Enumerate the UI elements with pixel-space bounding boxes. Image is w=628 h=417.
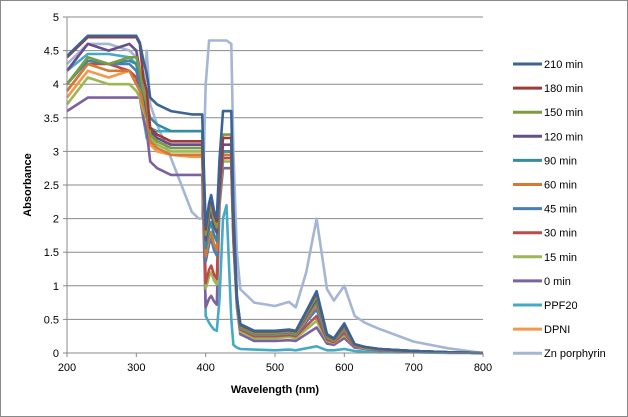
legend-label: 150 min <box>544 107 583 119</box>
y-tick-label: 5 <box>53 12 59 24</box>
gridlines <box>67 16 483 320</box>
x-tick-label: 300 <box>127 362 145 374</box>
y-tick-label: 1.5 <box>44 247 59 259</box>
y-tick-label: 0.5 <box>44 314 59 326</box>
series-line-30-min <box>65 62 484 355</box>
y-tick-label: 0 <box>53 348 59 360</box>
x-tick-label: 700 <box>404 362 422 374</box>
series-line-dpni <box>65 69 484 355</box>
legend-label: 210 min <box>544 59 583 71</box>
axes: 0 0.5 1 1.5 2 2.5 3 3.5 4 4.5 5 200 300 400 500 600 700 8… <box>44 12 492 374</box>
series-line-60-min <box>65 62 484 355</box>
series-line-150-min <box>65 55 484 355</box>
y-tick-label: 2.5 <box>44 180 59 192</box>
y-axis-title: Absorbance <box>22 153 34 217</box>
legend-label: 180 min <box>544 83 583 95</box>
y-tick-label: 4 <box>53 79 59 91</box>
legend-label: DPNI <box>544 324 570 336</box>
legend-label: 15 min <box>544 252 577 264</box>
x-tick-label: 500 <box>266 362 284 374</box>
series-line-210-min <box>66 34 484 355</box>
legend-label: 0 min <box>544 276 571 288</box>
x-tick-label: 200 <box>58 362 76 374</box>
y-tick-label: 3.5 <box>44 113 59 125</box>
legend-label: 30 min <box>544 228 577 240</box>
y-tick-label: 4.5 <box>44 46 59 58</box>
legend-label: 90 min <box>544 155 577 167</box>
series-line-0-min <box>66 96 484 355</box>
legend-label: 45 min <box>544 204 577 216</box>
series-lines <box>65 34 484 355</box>
x-tick-label: 600 <box>335 362 353 374</box>
y-tick-label: 1 <box>53 281 59 293</box>
legend-label: 60 min <box>544 180 577 192</box>
x-axis-title: Wavelength (nm) <box>231 384 320 396</box>
series-line-90-min <box>66 59 484 355</box>
series-line-15-min <box>65 76 484 355</box>
legend-label: PPF20 <box>544 300 578 312</box>
legend-label: Zn porphyrin <box>544 348 606 360</box>
legend: 210 min 180 min 150 min 120 min 90 min 60 min… <box>513 59 606 360</box>
series-line-45-min <box>65 55 484 355</box>
y-tick-label: 3 <box>53 146 59 158</box>
x-tick-label: 400 <box>196 362 214 374</box>
y-tick-label: 2 <box>53 214 59 226</box>
series-line-zn-porphyrin <box>66 39 484 355</box>
legend-label: 120 min <box>544 131 583 143</box>
x-tick-label: 800 <box>474 362 492 374</box>
